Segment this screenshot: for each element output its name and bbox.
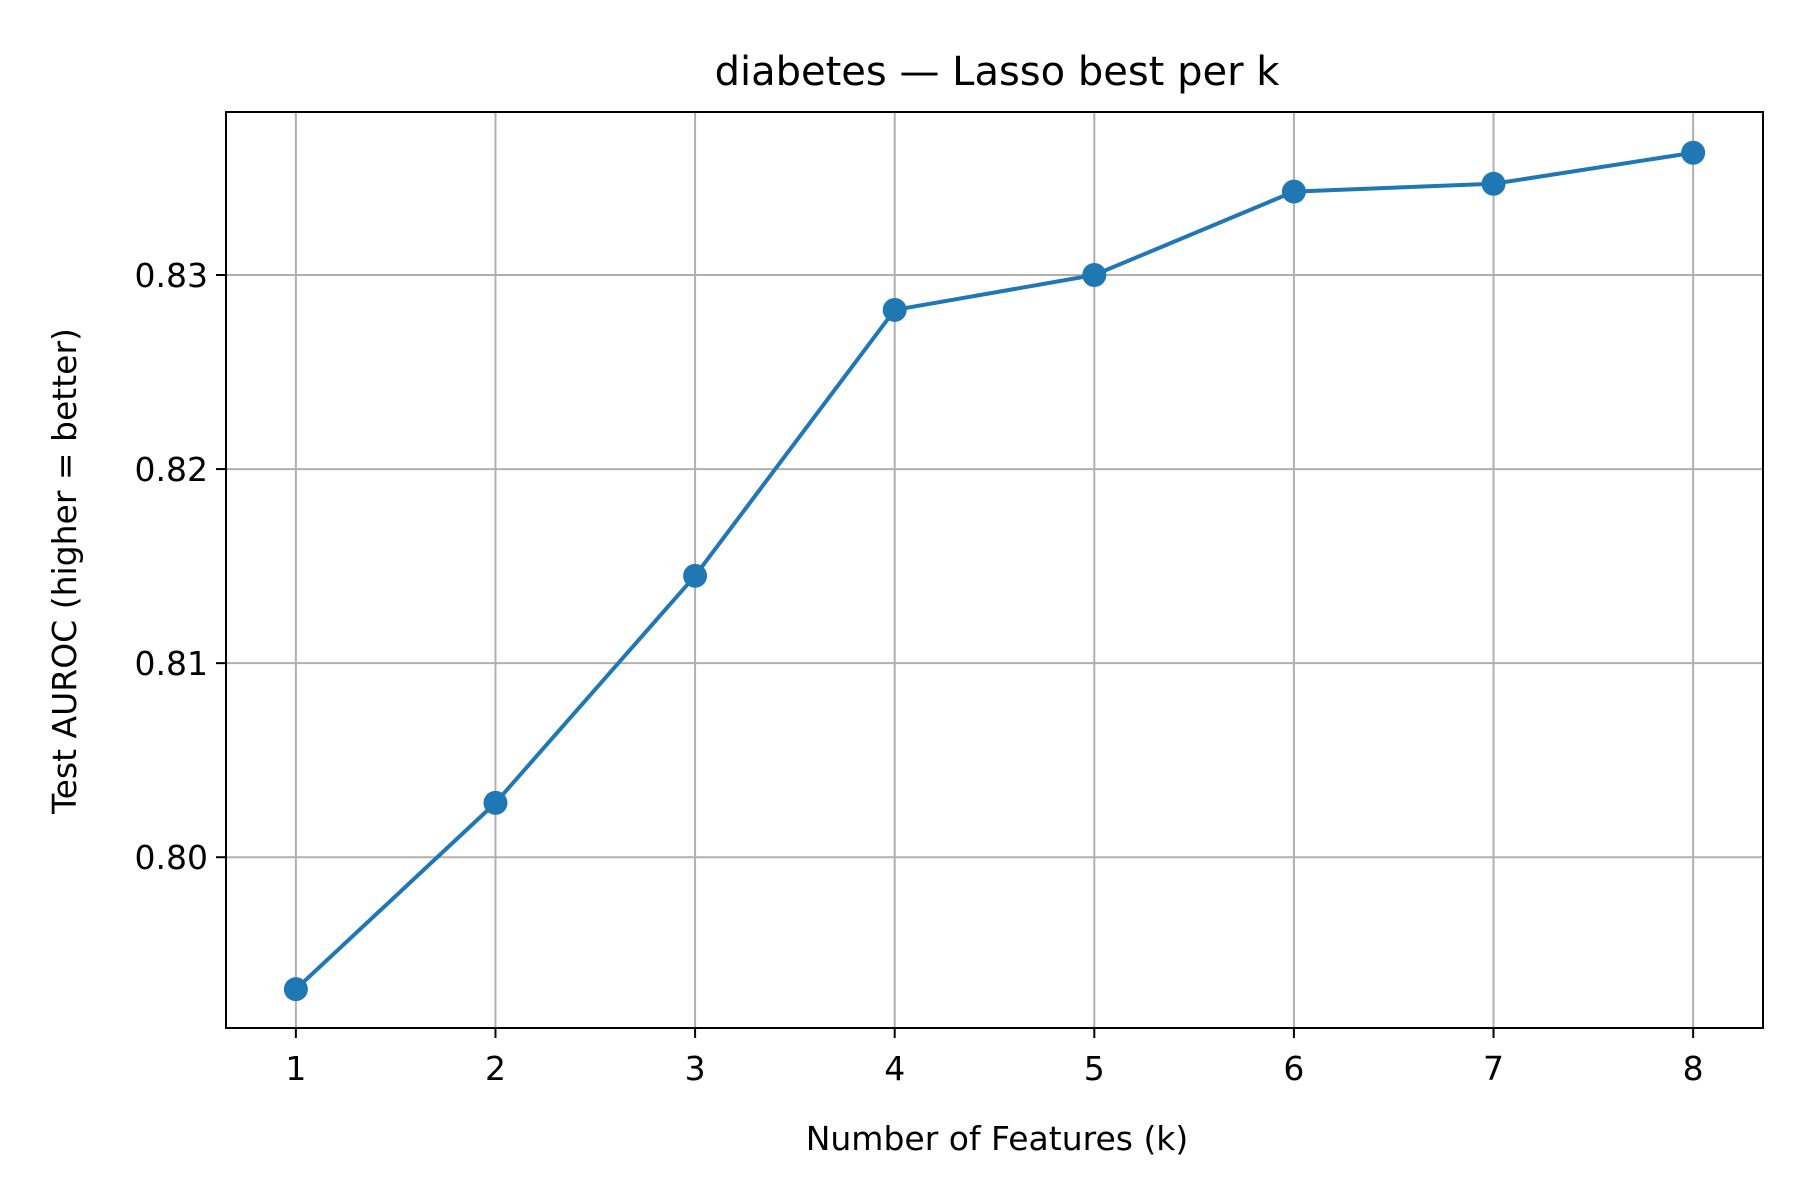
data-point (1082, 263, 1107, 288)
x-tick-label: 8 (1683, 1049, 1704, 1088)
y-tick-label: 0.80 (135, 838, 208, 877)
data-point (1481, 171, 1506, 196)
data-point (683, 563, 708, 588)
y-axis-title: Test AUROC (higher = better) (45, 328, 84, 815)
data-point (1281, 179, 1306, 204)
x-tick-label: 6 (1283, 1049, 1304, 1088)
grid (226, 112, 1763, 1028)
y-tick-label: 0.83 (135, 256, 208, 295)
y-axis: 0.80 0.81 0.82 0.83 (135, 256, 226, 877)
series-line (294, 150, 1694, 991)
x-tick-label: 3 (685, 1049, 706, 1088)
data-point (1681, 140, 1706, 165)
x-axis-title: Number of Features (k) (806, 1119, 1189, 1158)
x-tick-label: 7 (1483, 1049, 1504, 1088)
x-tick-label: 5 (1084, 1049, 1105, 1088)
data-point (882, 297, 907, 322)
x-tick-label: 2 (485, 1049, 506, 1088)
series-layer (283, 140, 1706, 1002)
chart-title: diabetes — Lasso best per k (715, 49, 1281, 95)
y-tick-label: 0.81 (135, 644, 208, 683)
plot-frame (225, 111, 1764, 1029)
x-axis: 1 2 3 4 5 6 7 8 (285, 1028, 1704, 1088)
data-point (483, 790, 508, 815)
x-tick-label: 1 (285, 1049, 306, 1088)
x-tick-label: 4 (884, 1049, 905, 1088)
y-tick-label: 0.82 (135, 450, 208, 489)
data-point (283, 977, 308, 1002)
